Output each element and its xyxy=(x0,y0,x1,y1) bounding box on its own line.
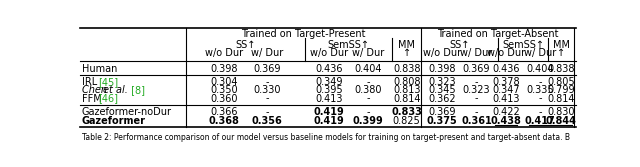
Text: -: - xyxy=(538,77,541,87)
Text: 0.378: 0.378 xyxy=(492,77,520,87)
Text: 0.398: 0.398 xyxy=(210,64,237,73)
Text: -: - xyxy=(475,77,478,87)
Text: [8]: [8] xyxy=(129,85,145,95)
Text: 0.422: 0.422 xyxy=(492,107,520,117)
Text: -: - xyxy=(266,107,269,117)
Text: ↑: ↑ xyxy=(403,48,411,58)
Text: [45]: [45] xyxy=(99,77,119,87)
Text: -: - xyxy=(475,107,478,117)
Text: 0.375: 0.375 xyxy=(427,116,458,126)
Text: 0.825: 0.825 xyxy=(393,116,420,126)
Text: Trained on Target-Present: Trained on Target-Present xyxy=(241,29,366,39)
Text: w/ Dur: w/ Dur xyxy=(524,48,556,58)
Text: 0.347: 0.347 xyxy=(492,85,520,95)
Text: -: - xyxy=(538,107,541,117)
Text: FFM: FFM xyxy=(81,94,104,104)
Text: 0.368: 0.368 xyxy=(209,116,239,126)
Text: 0.304: 0.304 xyxy=(210,77,237,87)
Text: 0.366: 0.366 xyxy=(210,107,237,117)
Text: 0.369: 0.369 xyxy=(463,64,490,73)
Text: -: - xyxy=(266,94,269,104)
Text: 0.399: 0.399 xyxy=(353,116,383,126)
Text: 0.330: 0.330 xyxy=(253,85,281,95)
Text: 0.398: 0.398 xyxy=(429,64,456,73)
Text: 0.323: 0.323 xyxy=(463,85,490,95)
Text: MM: MM xyxy=(398,40,415,50)
Text: Human: Human xyxy=(81,64,117,73)
Text: w/o Dur: w/o Dur xyxy=(487,48,525,58)
Text: 0.833: 0.833 xyxy=(391,107,422,117)
Text: 0.419: 0.419 xyxy=(314,107,344,117)
Text: 0.335: 0.335 xyxy=(526,85,554,95)
Text: 0.349: 0.349 xyxy=(316,77,343,87)
Text: -: - xyxy=(475,94,478,104)
Text: Gazeformer: Gazeformer xyxy=(81,116,145,126)
Text: -: - xyxy=(366,77,370,87)
Text: w/o Dur: w/o Dur xyxy=(205,48,243,58)
Text: 0.404: 0.404 xyxy=(526,64,554,73)
Text: 0.436: 0.436 xyxy=(316,64,343,73)
Text: 0.361: 0.361 xyxy=(461,116,492,126)
Text: 0.350: 0.350 xyxy=(210,85,237,95)
Text: 0.413: 0.413 xyxy=(316,94,343,104)
Text: -: - xyxy=(266,77,269,87)
Text: et al.: et al. xyxy=(103,85,128,95)
Text: -: - xyxy=(366,107,370,117)
Text: 0.436: 0.436 xyxy=(492,64,520,73)
Text: w/o Dur: w/o Dur xyxy=(310,48,348,58)
Text: 0.417: 0.417 xyxy=(525,116,556,126)
Text: 0.838: 0.838 xyxy=(548,64,575,73)
Text: 0.395: 0.395 xyxy=(316,85,343,95)
Text: 0.830: 0.830 xyxy=(548,107,575,117)
Text: [46]: [46] xyxy=(99,94,118,104)
Text: -: - xyxy=(366,94,370,104)
Text: 0.808: 0.808 xyxy=(393,77,420,87)
Text: ↑: ↑ xyxy=(557,48,565,58)
Text: w/ Dur: w/ Dur xyxy=(352,48,384,58)
Text: 0.380: 0.380 xyxy=(354,85,381,95)
Text: w/ Dur: w/ Dur xyxy=(460,48,493,58)
Text: 0.356: 0.356 xyxy=(252,116,282,126)
Text: 0.438: 0.438 xyxy=(490,116,522,126)
Text: 0.360: 0.360 xyxy=(210,94,237,104)
Text: 0.814: 0.814 xyxy=(393,94,420,104)
Text: w/ Dur: w/ Dur xyxy=(251,48,284,58)
Text: 0.362: 0.362 xyxy=(429,94,456,104)
Text: 0.369: 0.369 xyxy=(429,107,456,117)
Text: SemSS↑: SemSS↑ xyxy=(502,40,544,50)
Text: SemSS↑: SemSS↑ xyxy=(328,40,369,50)
Text: 0.838: 0.838 xyxy=(393,64,420,73)
Text: 0.369: 0.369 xyxy=(253,64,281,73)
Text: SS↑: SS↑ xyxy=(449,40,470,50)
Text: Chen: Chen xyxy=(81,85,109,95)
Text: 0.413: 0.413 xyxy=(492,94,520,104)
Text: 0.419: 0.419 xyxy=(314,116,344,126)
Text: 0.814: 0.814 xyxy=(548,94,575,104)
Text: 0.404: 0.404 xyxy=(354,64,381,73)
Text: 0.345: 0.345 xyxy=(429,85,456,95)
Text: 0.805: 0.805 xyxy=(547,77,575,87)
Text: SS↑: SS↑ xyxy=(236,40,255,50)
Text: 0.323: 0.323 xyxy=(429,77,456,87)
Text: 0.799: 0.799 xyxy=(547,85,575,95)
Text: MM: MM xyxy=(553,40,570,50)
Text: Gazeformer-noDur: Gazeformer-noDur xyxy=(81,107,172,117)
Text: 0.844: 0.844 xyxy=(546,116,577,126)
Text: -: - xyxy=(538,94,541,104)
Text: Trained on Target-Absent: Trained on Target-Absent xyxy=(437,29,559,39)
Text: 0.813: 0.813 xyxy=(393,85,420,95)
Text: Table 2: Performance comparison of our model versus baseline models for training: Table 2: Performance comparison of our m… xyxy=(81,133,570,142)
Text: w/o Dur: w/o Dur xyxy=(423,48,461,58)
Text: IRL: IRL xyxy=(81,77,100,87)
